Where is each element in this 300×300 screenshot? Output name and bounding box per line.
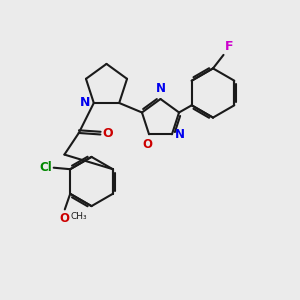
Text: N: N (155, 82, 166, 95)
Text: F: F (224, 40, 233, 53)
Text: O: O (103, 127, 113, 140)
Text: O: O (142, 138, 152, 151)
Text: O: O (59, 212, 69, 225)
Text: N: N (80, 97, 90, 110)
Text: N: N (175, 128, 185, 141)
Text: CH₃: CH₃ (70, 212, 87, 221)
Text: Cl: Cl (39, 161, 52, 174)
